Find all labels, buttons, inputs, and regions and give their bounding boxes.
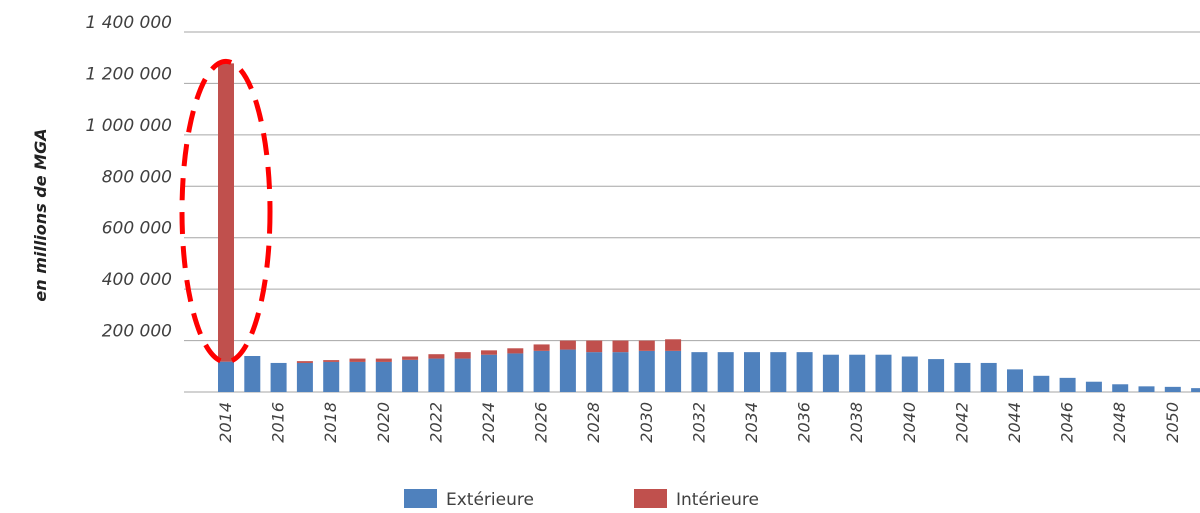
bar-interieure-2020 [375,358,392,362]
y-tick-label: 1 400 000 [85,13,172,33]
bar-exterieure-2047 [1085,381,1102,392]
bar-exterieure-2030 [638,350,655,392]
bar-exterieure-2033 [717,352,734,392]
bar-interieure-2029 [612,340,629,353]
bar-interieure-2027 [559,340,576,350]
x-tick-label: 2028 [584,402,603,443]
bar-exterieure-2025 [507,353,524,392]
x-tick-label: 2024 [479,402,498,443]
x-tick-label: 2032 [689,402,708,443]
bar-exterieure-2045 [1033,375,1050,392]
bar-exterieure-2018 [323,361,340,392]
gridlines [184,31,1200,342]
bar-interieure-2019 [349,358,366,362]
x-tick-label: 2040 [900,402,919,443]
x-tick-label: 2016 [269,402,288,443]
bar-interieure-2026 [533,344,550,351]
legend-label-1: Intérieure [676,490,759,510]
bar-exterieure-2051 [1191,388,1200,392]
bar-exterieure-2023 [454,358,471,392]
bar-exterieure-2034 [744,352,760,392]
bar-exterieure-2029 [612,352,629,392]
bar-exterieure-2041 [928,359,945,392]
bar-exterieure-2038 [849,354,866,392]
bar-interieure-2021 [402,356,419,360]
bar-exterieure-2043 [980,362,997,392]
bar-interieure-2024 [481,350,497,355]
y-tick-label: 1 200 000 [85,64,172,84]
legend-swatch-0 [404,489,437,508]
bar-interieure-2017 [296,361,313,363]
bar-exterieure-2048 [1112,384,1129,392]
y-tick-label: 200 000 [102,322,172,342]
bar-interieure-2018 [323,360,340,362]
bar-exterieure-2026 [533,350,550,392]
bar-interieure-2014 [218,63,234,362]
x-tick-label: 2018 [321,402,340,443]
bar-exterieure-2016 [270,362,287,392]
x-tick-label: 2046 [1058,402,1077,443]
y-tick-label: 800 000 [102,167,172,187]
bar-exterieure-2014 [218,361,234,392]
bar-exterieure-2032 [691,352,708,392]
bar-exterieure-2017 [296,362,313,392]
legend-label-0: Extérieure [446,490,534,510]
bar-exterieure-2042 [954,362,971,392]
x-tick-label: 2022 [426,402,445,443]
x-tick-label: 2014 [216,402,235,443]
legend-swatch-1 [634,489,667,508]
bar-exterieure-2050 [1164,386,1181,392]
bar-exterieure-2019 [349,361,366,392]
bar-exterieure-2027 [559,349,576,392]
bar-interieure-2022 [428,354,445,359]
x-tick-label: 2020 [374,402,393,443]
bar-exterieure-2022 [428,358,445,392]
bar-exterieure-2028 [586,352,603,392]
y-tick-label: 600 000 [102,219,172,239]
bar-exterieure-2015 [244,356,261,392]
x-tick-label: 2042 [952,402,971,443]
y-tick-labels: 200 000 400 000 600 000 800 000 1 000 000 1 2… [85,13,172,342]
bar-interieure-2025 [507,348,524,354]
bar-interieure-2031 [665,339,682,351]
bar-exterieure-2031 [665,350,682,392]
y-tick-label: 1 000 000 [85,116,172,136]
bar-exterieure-2036 [796,352,813,392]
bar-exterieure-2024 [481,354,497,392]
bar-interieure-2023 [454,352,471,359]
legend: Extérieure Intérieure [404,489,759,510]
bar-exterieure-2020 [375,361,392,392]
bar-exterieure-2040 [901,356,918,392]
y-tick-label: 400 000 [102,270,172,290]
x-tick-label: 2050 [1163,402,1182,443]
bar-interieure-2030 [638,340,655,351]
bar-exterieure-2044 [1007,369,1023,392]
highlight-ellipse-2014 [179,58,273,365]
x-tick-label: 2044 [1005,402,1024,443]
x-tick-label: 2048 [1110,402,1129,443]
bar-exterieure-2046 [1059,377,1076,392]
x-tick-label: 2036 [795,402,814,443]
bar-exterieure-2037 [822,354,839,392]
bar-exterieure-2039 [875,354,892,392]
x-tick-label: 2038 [847,402,866,443]
y-axis-title: en millions de MGA [31,128,50,301]
x-tick-labels: 2014 2016 2018 2020 2022 2024 2026 2028 2030 2032… [216,402,1182,443]
x-tick-label: 2026 [532,402,551,443]
x-tick-label: 2034 [742,402,761,443]
x-tick-label: 2030 [637,402,656,443]
bar-exterieure-2049 [1138,386,1155,392]
bar-interieure-2028 [586,340,603,353]
bar-exterieure-2035 [770,352,787,392]
bars [218,63,1200,392]
bar-exterieure-2021 [402,359,419,392]
